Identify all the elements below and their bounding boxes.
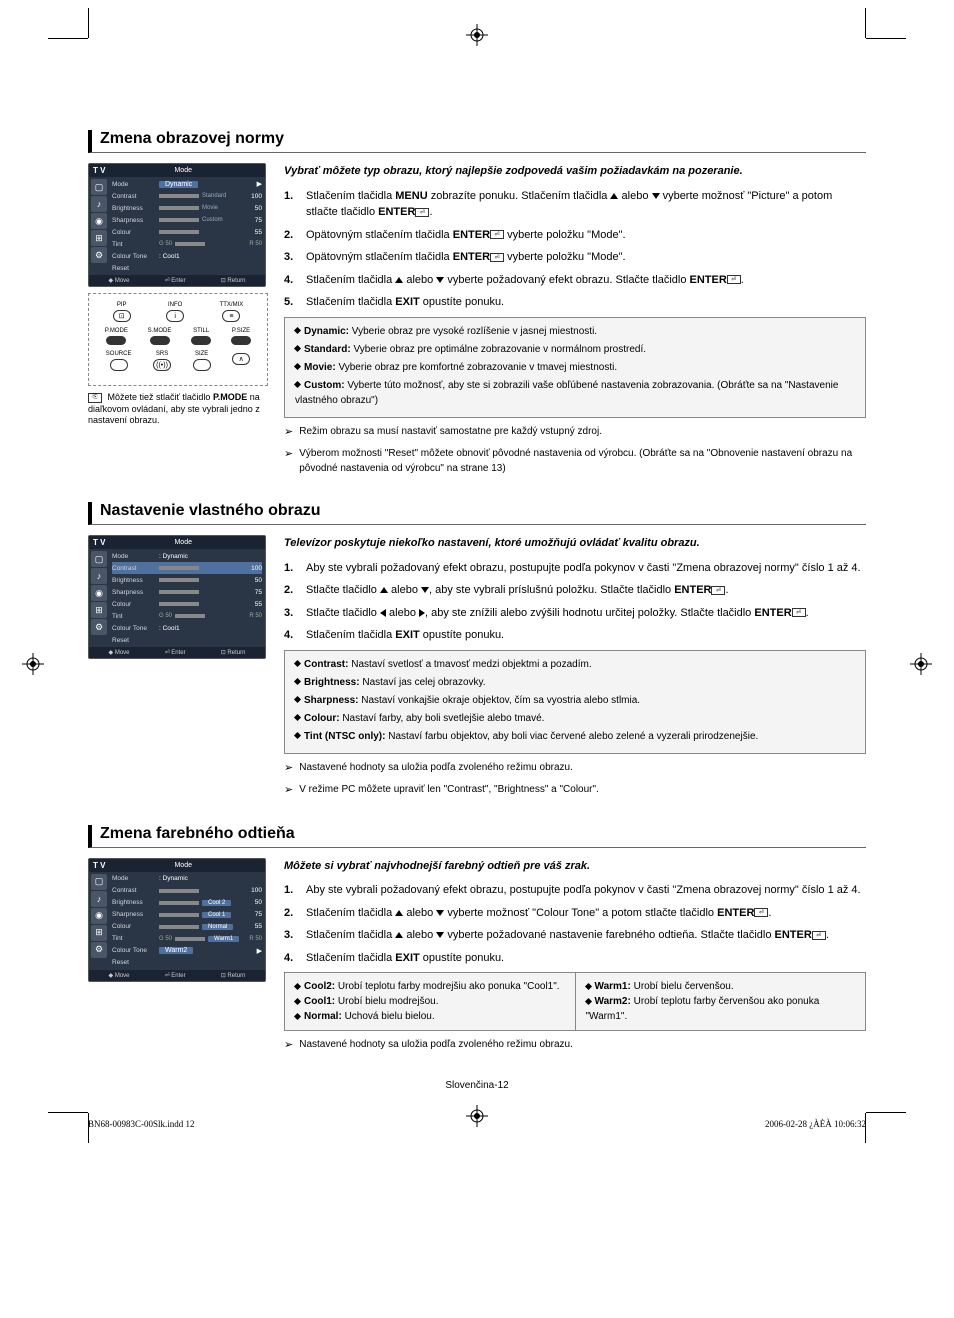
caption-note: ⎘ Môžete tiež stlačiť tlačidlo P.MODE na…	[88, 392, 268, 427]
intro-text: Vybrať môžete typ obrazu, ktorý najlepši…	[284, 163, 866, 180]
section-title: Nastavenie vlastného obrazu	[88, 502, 866, 525]
print-footer: BN68-00983C-00Slk.indd 12 2006-02-28 ¿ÀÈ…	[88, 1119, 866, 1129]
tv-menu-screenshot: T VMode ▢♪◉⊞⚙ Mode: DynamicContrast100Br…	[88, 535, 266, 659]
intro-text: Môžete si vybrať najvhodnejší farebný od…	[284, 858, 866, 875]
pmode-icon: ⎘	[88, 393, 102, 403]
section-zmena-farebneho-odtiena: Zmena farebného odtieňa T VMode ▢♪◉⊞⚙ Mo…	[88, 825, 866, 1054]
print-filename: BN68-00983C-00Slk.indd 12	[88, 1119, 195, 1129]
remote-diagram: PIP⊡INFOiTTX/MIX≡P.MODES.MODESTILLP.SIZE…	[88, 293, 268, 386]
steps-list: 1.Stlačením tlačidla MENU zobrazíte ponu…	[284, 188, 866, 311]
options-box: Dynamic: Vyberie obraz pre vysoké rozlíš…	[284, 317, 866, 418]
section-title: Zmena obrazovej normy	[88, 130, 866, 153]
tv-menu-screenshot: T VMode ▢♪◉⊞⚙ Mode: DynamicContrast100Br…	[88, 858, 266, 982]
steps-list: 1.Aby ste vybrali požadovaný efekt obraz…	[284, 560, 866, 644]
steps-list: 1.Aby ste vybrali požadovaný efekt obraz…	[284, 882, 866, 966]
page-number: Slovenčina-12	[88, 1080, 866, 1091]
section-title: Zmena farebného odtieňa	[88, 825, 866, 848]
print-date: 2006-02-28 ¿ÀÈÀ 10:06:32	[765, 1119, 866, 1129]
options-box: Cool2: Urobí teplotu farby modrejšiu ako…	[284, 972, 866, 1031]
options-box: Contrast: Nastaví svetlosť a tmavosť med…	[284, 650, 866, 754]
intro-text: Televízor poskytuje niekoľko nastavení, …	[284, 535, 866, 552]
section-zmena-obrazovej-normy: Zmena obrazovej normy T VMode ▢♪◉⊞⚙ Mode…	[88, 130, 866, 476]
tv-menu-screenshot: T VMode ▢♪◉⊞⚙ ModeDynamic▶ContrastStanda…	[88, 163, 266, 287]
section-nastavenie-vlastneho-obrazu: Nastavenie vlastného obrazu T VMode ▢♪◉⊞…	[88, 502, 866, 799]
